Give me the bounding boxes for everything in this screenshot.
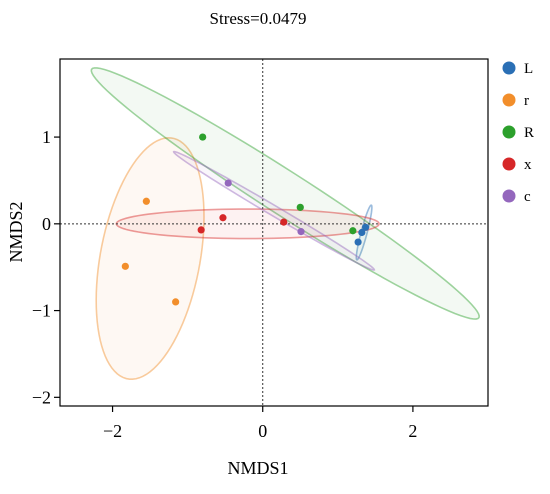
point-L-2 [358, 228, 366, 237]
point-x-1 [197, 226, 205, 234]
legend-marker-R [502, 125, 516, 139]
point-c-1 [224, 179, 232, 187]
ellipse-R [90, 67, 481, 320]
legend-marker-r [502, 93, 516, 107]
x-tick-label: −2 [103, 421, 122, 441]
point-c-2 [297, 228, 305, 236]
legend-label-r: r [524, 93, 529, 109]
reference-lines [60, 59, 488, 406]
y-tick-label: 1 [42, 127, 51, 147]
ellipse-c [172, 150, 376, 271]
legend-label-c: c [524, 189, 531, 205]
axes: −2 0 2 −2 −1 0 1 [32, 127, 418, 441]
plot-area [59, 58, 489, 407]
point-L-3 [354, 238, 362, 246]
chart-title: Stress=0.0479 [210, 9, 307, 28]
point-x-2 [219, 214, 227, 222]
y-axis-label: NMDS2 [6, 201, 26, 262]
y-tick-label: −2 [32, 387, 51, 407]
points-layer [121, 133, 370, 306]
y-tick-label: 0 [42, 214, 51, 234]
x-axis-label: NMDS1 [227, 458, 288, 478]
plot-frame [59, 58, 489, 407]
point-R-1 [199, 133, 207, 141]
legend-label-R: R [524, 125, 534, 141]
ellipses-layer [90, 67, 481, 381]
point-r-1 [142, 197, 150, 205]
x-tick-label: 2 [408, 421, 417, 441]
x-tick-label: 0 [258, 421, 267, 441]
legend-label-x: x [524, 157, 532, 173]
ellipse-x [115, 208, 380, 240]
point-R-2 [296, 203, 304, 211]
point-x-3 [280, 218, 288, 226]
point-L-1 [362, 223, 370, 231]
point-r-2 [121, 262, 129, 270]
legend-marker-c [502, 189, 516, 203]
legend-marker-L [502, 61, 516, 75]
legend-marker-x [502, 157, 516, 171]
y-tick-label: −1 [32, 301, 51, 321]
point-r-3 [172, 298, 180, 306]
point-R-3 [349, 227, 357, 235]
ellipse-r [95, 137, 205, 381]
legend-label-L: L [524, 61, 533, 77]
